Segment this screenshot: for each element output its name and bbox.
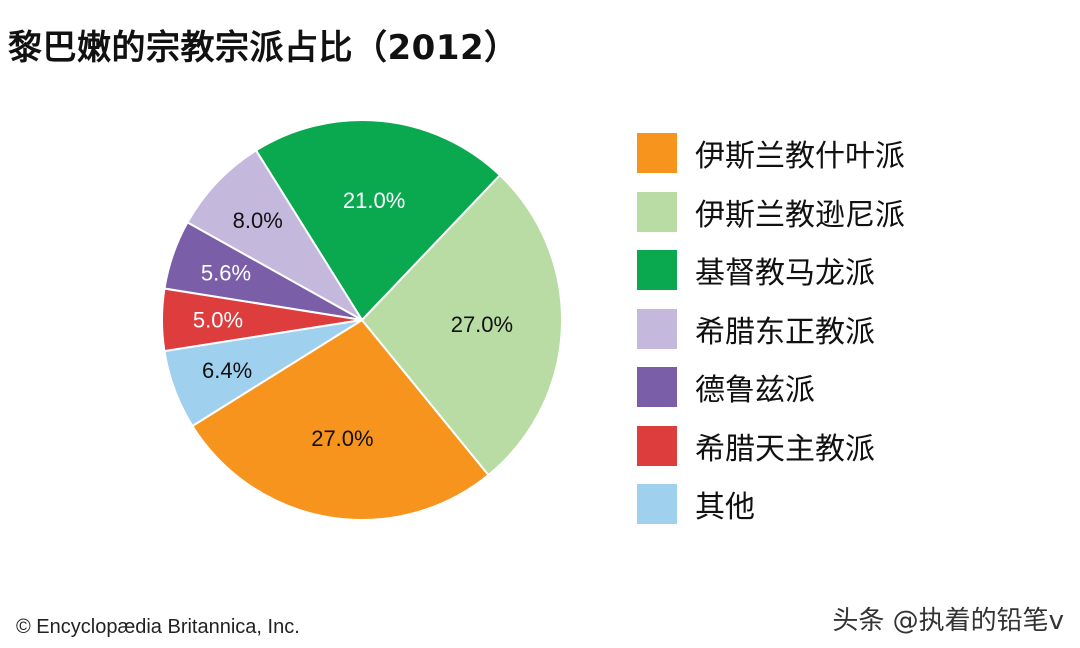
legend-item-6: 其他	[637, 475, 905, 534]
legend-swatch-6	[637, 484, 677, 525]
pie-label-5: 5.0%	[193, 307, 243, 332]
legend-label-6: 其他	[695, 490, 755, 526]
pie-slice-2	[254, 119, 502, 322]
legend-swatch-1	[637, 191, 677, 232]
legend-item-4: 德鲁兹派	[637, 358, 905, 417]
pie-label-1: 27.0%	[451, 312, 513, 337]
legend-swatch-4	[637, 367, 677, 408]
pie-slices	[161, 119, 563, 521]
legend-label-0: 伊斯兰教什叶派	[695, 139, 905, 175]
legend-item-0: 伊斯兰教什叶派	[637, 124, 905, 183]
pie-slice-3	[186, 149, 363, 321]
pie-label-3: 8.0%	[233, 208, 283, 233]
legend-swatch-3	[637, 308, 677, 349]
pie-slice-1	[360, 173, 563, 477]
pie-data-labels: 27.0% 27.0% 21.0% 8.0% 5.6% 5.0% 6.4%	[193, 188, 513, 451]
copyright-credit: © Encyclopædia Britannica, Inc.	[16, 616, 300, 638]
legend-swatch-5	[637, 425, 677, 466]
legend-item-2: 基督教马龙派	[637, 241, 905, 300]
pie-slice-6	[163, 319, 363, 428]
pie-label-4: 5.6%	[201, 260, 251, 285]
legend-label-1: 伊斯兰教逊尼派	[695, 197, 905, 233]
legend-item-5: 希腊天主教派	[637, 417, 905, 476]
legend-swatch-2	[637, 250, 677, 291]
chart-title: 黎巴嫩的宗教宗派占比（2012）	[8, 28, 519, 68]
legend-label-4: 德鲁兹派	[695, 373, 815, 409]
legend-swatch-0	[637, 133, 677, 174]
pie-label-6: 6.4%	[202, 358, 252, 383]
pie-label-0: 27.0%	[311, 426, 373, 451]
pie-label-2: 21.0%	[343, 188, 405, 213]
legend: 伊斯兰教什叶派 伊斯兰教逊尼派 基督教马龙派 希腊东正教派 德鲁兹派希腊天主教派 其他	[637, 124, 905, 534]
pie-slice-0	[191, 318, 490, 521]
legend-label-2: 基督教马龙派	[695, 256, 875, 292]
legend-label-5: 希腊天主教派	[695, 431, 875, 467]
legend-item-3: 希腊东正教派	[637, 300, 905, 359]
legend-item-1: 伊斯兰教逊尼派	[637, 183, 905, 242]
watermark: 头条 @执着的铅笔v	[832, 606, 1064, 636]
legend-label-3: 希腊东正教派	[695, 314, 875, 350]
